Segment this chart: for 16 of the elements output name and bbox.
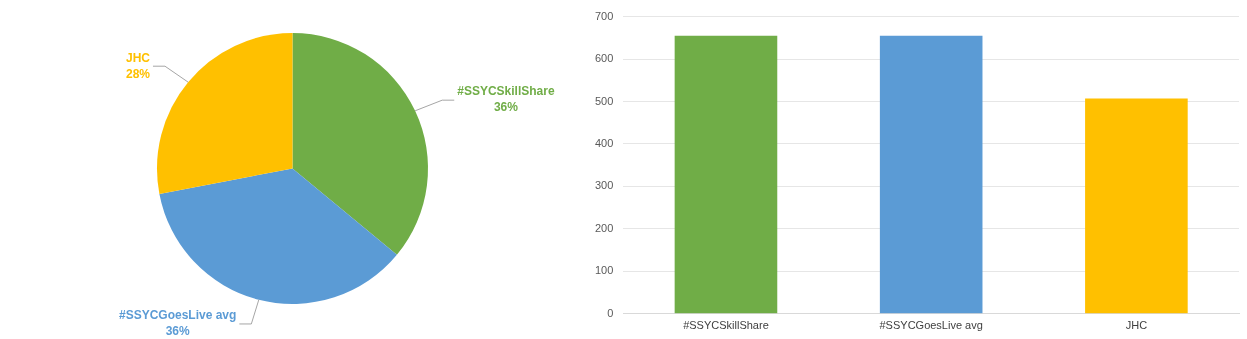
data-label: 28% (125, 66, 151, 81)
y-tick-label: 0 (607, 306, 614, 319)
y-tick-label: 300 (594, 179, 614, 192)
x-tick-label: JHC (1125, 319, 1148, 332)
y-tick-label: 500 (594, 94, 614, 107)
slice-label: JHC (125, 50, 151, 65)
x-tick-label: #SSYCGoesLive avg (879, 319, 983, 332)
slice-label: #SSYCSkillShare (457, 84, 555, 99)
x-tick-label: #SSYCSkillShare (683, 319, 769, 332)
data-label: 36% (493, 100, 519, 115)
y-tick-label: 400 (594, 137, 614, 149)
y-tick-label: 200 (594, 221, 614, 234)
data-label: 36% (165, 324, 190, 339)
y-tick-label: 700 (594, 9, 614, 22)
y-tick-label: 600 (594, 52, 614, 65)
y-tick-label: 100 (594, 264, 614, 277)
